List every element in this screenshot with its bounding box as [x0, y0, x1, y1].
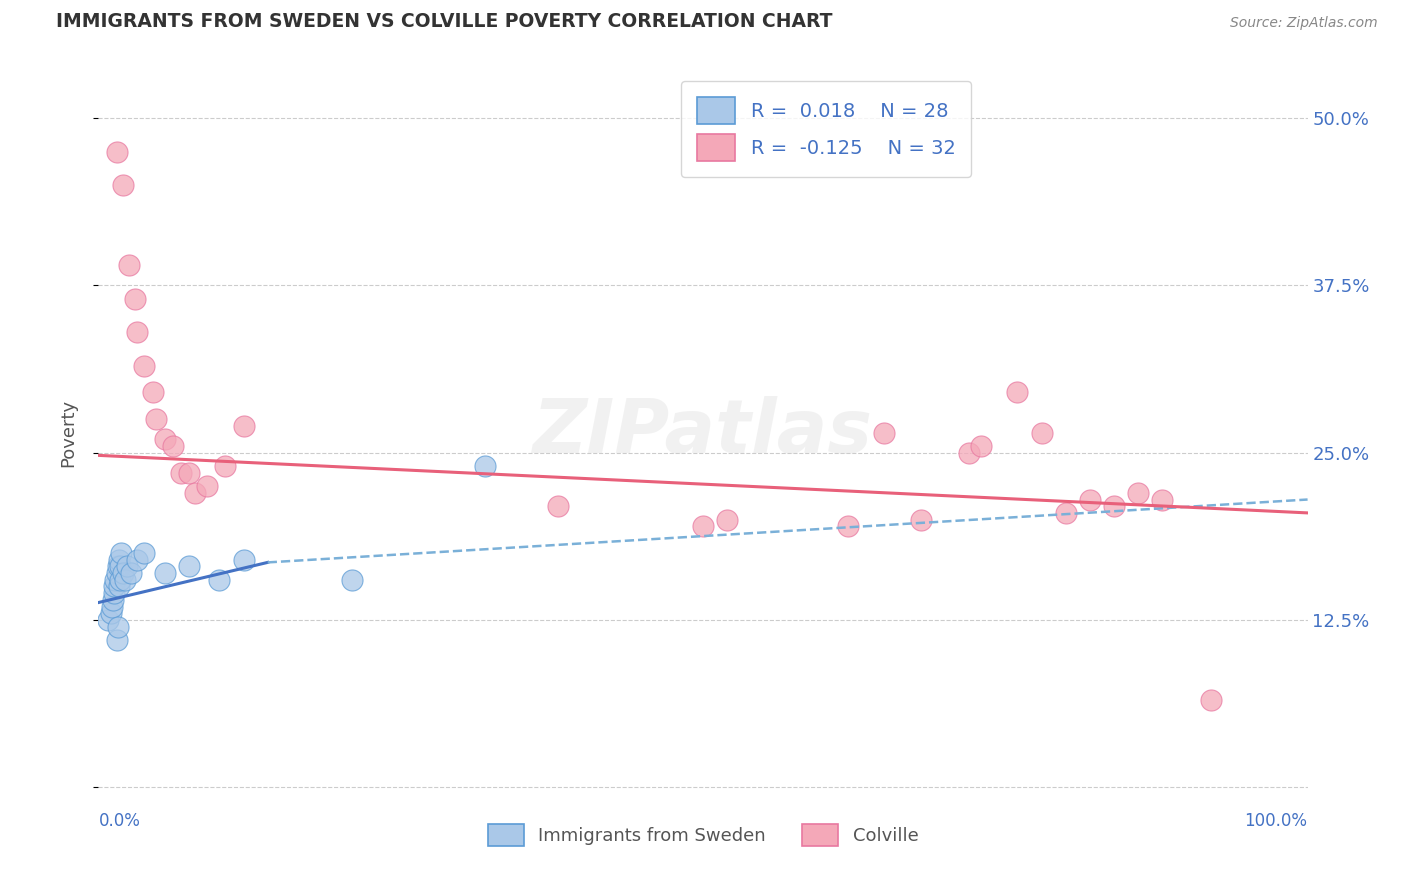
Point [1054, 506, 1077, 520]
Point [142, 385, 165, 400]
Point [910, 512, 932, 526]
Point [108, 573, 131, 587]
Point [107, 559, 129, 574]
Point [179, 466, 201, 480]
Point [153, 433, 176, 447]
Point [104, 573, 127, 587]
Point [120, 566, 142, 581]
Point [1152, 492, 1174, 507]
Point [145, 412, 167, 426]
Point [970, 439, 993, 453]
Point [342, 573, 364, 587]
Point [208, 573, 231, 587]
Point [101, 592, 124, 607]
Point [547, 500, 569, 514]
Point [105, 145, 128, 159]
Text: 100.0%: 100.0% [1244, 812, 1308, 830]
Text: IMMIGRANTS FROM SWEDEN VS COLVILLE POVERTY CORRELATION CHART: IMMIGRANTS FROM SWEDEN VS COLVILLE POVER… [56, 12, 832, 30]
Text: Source: ZipAtlas.com: Source: ZipAtlas.com [1230, 16, 1378, 29]
Point [153, 566, 176, 581]
Point [124, 292, 146, 306]
Point [692, 519, 714, 533]
Y-axis label: Poverty: Poverty [59, 399, 77, 467]
Point [111, 566, 134, 581]
Point [103, 580, 125, 594]
Point [184, 485, 207, 500]
Point [108, 552, 131, 567]
Point [97, 613, 120, 627]
Point [127, 326, 149, 340]
Point [837, 519, 859, 533]
Text: 0.0%: 0.0% [98, 812, 141, 830]
Point [100, 599, 122, 614]
Point [474, 459, 496, 474]
Point [118, 259, 141, 273]
Point [873, 425, 896, 440]
Point [1128, 485, 1150, 500]
Point [108, 559, 131, 574]
Point [108, 580, 131, 594]
Point [117, 559, 139, 574]
Point [111, 178, 134, 193]
Point [1078, 492, 1101, 507]
Point [169, 466, 191, 480]
Point [716, 512, 738, 526]
Point [1102, 500, 1125, 514]
Point [134, 359, 156, 373]
Point [127, 552, 149, 567]
Point [1031, 425, 1053, 440]
Point [1199, 693, 1222, 707]
Point [162, 439, 184, 453]
Point [1007, 385, 1029, 400]
Legend: Immigrants from Sweden, Colville: Immigrants from Sweden, Colville [481, 817, 925, 854]
Point [195, 479, 218, 493]
Point [100, 607, 122, 621]
Point [107, 620, 129, 634]
Text: ZIPatlas: ZIPatlas [533, 396, 873, 469]
Point [105, 566, 128, 581]
Point [179, 559, 201, 574]
Point [134, 546, 156, 560]
Point [232, 552, 254, 567]
Point [114, 573, 136, 587]
Point [110, 546, 132, 560]
Point [105, 633, 128, 648]
Point [232, 419, 254, 434]
Point [103, 586, 125, 600]
Point [214, 459, 236, 474]
Point [957, 446, 980, 460]
